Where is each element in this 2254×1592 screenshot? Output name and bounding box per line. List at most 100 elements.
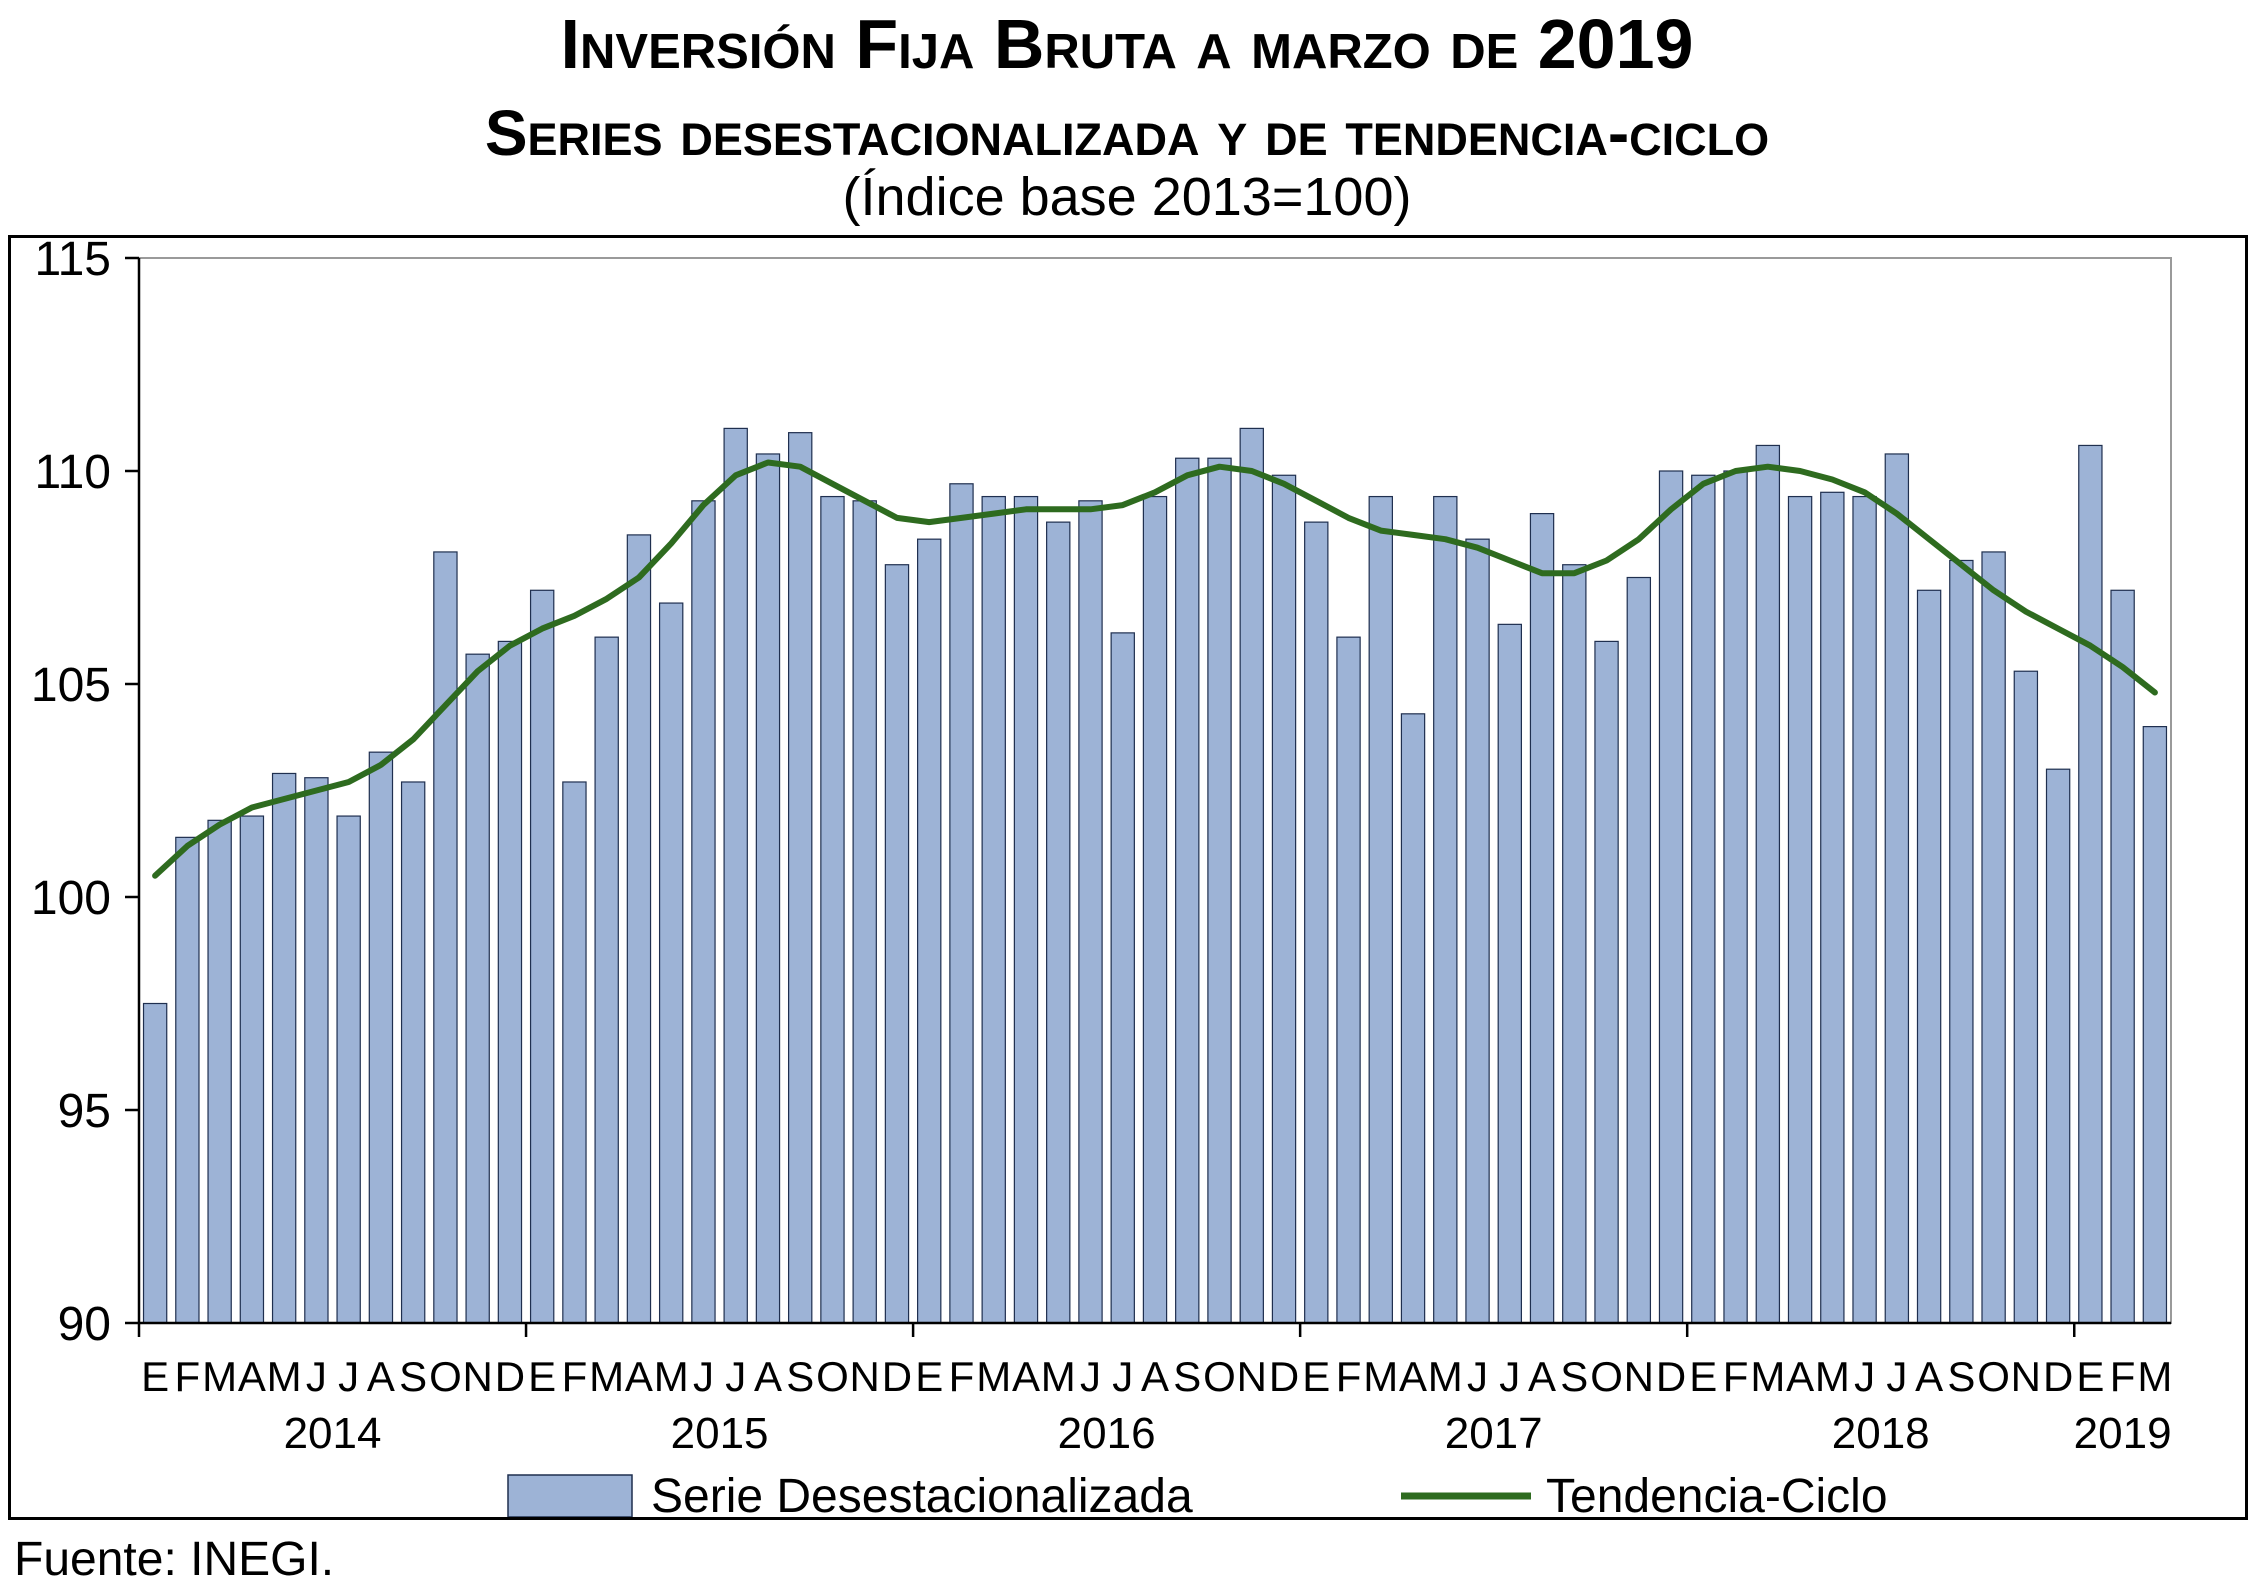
- x-month-label: A: [1141, 1353, 1169, 1400]
- x-month-label: M: [1041, 1353, 1076, 1400]
- bar: [949, 483, 974, 1324]
- x-month-label: A: [1915, 1353, 1943, 1400]
- y-tick-label: 95: [58, 1085, 111, 1138]
- x-month-label: N: [850, 1353, 880, 1400]
- x-month-label: A: [1528, 1353, 1556, 1400]
- x-month-label: O: [816, 1353, 849, 1400]
- x-month-label: D: [882, 1353, 912, 1400]
- x-month-label: E: [1302, 1353, 1330, 1400]
- x-year-label: 2015: [671, 1409, 769, 1458]
- bar: [142, 1002, 168, 1324]
- bar: [755, 453, 781, 1324]
- x-month-label: A: [1399, 1353, 1427, 1400]
- x-month-label: N: [1237, 1353, 1267, 1400]
- bar: [562, 781, 587, 1324]
- bar: [1433, 495, 1458, 1324]
- x-month-label: J: [1080, 1353, 1101, 1400]
- x-month-label: E: [1689, 1353, 1717, 1400]
- x-month-label: O: [1590, 1353, 1623, 1400]
- x-month-label: S: [1560, 1353, 1588, 1400]
- x-month-label: F: [949, 1353, 975, 1400]
- x-month-label: M: [1428, 1353, 1463, 1400]
- bar: [1723, 470, 1748, 1324]
- bar: [2045, 768, 2071, 1324]
- x-month-label: S: [1173, 1353, 1201, 1400]
- bar: [497, 640, 523, 1324]
- x-month-label: A: [367, 1353, 395, 1400]
- bar: [400, 781, 426, 1324]
- bar: [1755, 444, 1781, 1324]
- bar: [1142, 495, 1168, 1324]
- x-month-label: J: [725, 1353, 746, 1400]
- x-month-label: J: [1112, 1353, 1133, 1400]
- bar: [465, 653, 490, 1324]
- x-month-label: J: [338, 1353, 359, 1400]
- x-month-label: D: [1656, 1353, 1686, 1400]
- x-month-label: J: [1854, 1353, 1875, 1400]
- bar: [1529, 513, 1555, 1324]
- legend-bar-swatch: [507, 1474, 633, 1517]
- bar: [433, 551, 458, 1324]
- y-tick-label: 100: [31, 872, 111, 925]
- chart-frame: 90 95 100 105 110 115 E F M A M J J A S O N D E F M A M J J A S O N D…: [8, 235, 2248, 1520]
- x-month-label: A: [1012, 1353, 1040, 1400]
- x-month-label: N: [462, 1353, 492, 1400]
- bar: [723, 427, 748, 1324]
- y-tick-label: 110: [34, 446, 111, 499]
- x-year-label: 2018: [1832, 1409, 1930, 1458]
- bar: [787, 432, 813, 1324]
- bar: [1110, 632, 1135, 1324]
- x-month-label: F: [175, 1353, 201, 1400]
- bar: [1336, 636, 1361, 1324]
- bar: [1852, 495, 1877, 1324]
- bar: [1787, 495, 1813, 1324]
- x-month-label: F: [2110, 1353, 2136, 1400]
- bar: [1271, 474, 1297, 1324]
- x-month-label: J: [1499, 1353, 1520, 1400]
- bar: [1013, 495, 1039, 1324]
- x-month-label: S: [786, 1353, 814, 1400]
- x-month-label: N: [1624, 1353, 1654, 1400]
- legend-line-label: Tendencia-Ciclo: [1546, 1470, 1888, 1517]
- x-year-label: 2016: [1058, 1409, 1156, 1458]
- x-year-label: 2017: [1445, 1409, 1543, 1458]
- bar: [2110, 589, 2135, 1324]
- x-month-label: E: [528, 1353, 556, 1400]
- trend-line: [152, 459, 2158, 879]
- x-month-label: J: [1886, 1353, 1907, 1400]
- x-month-label: N: [2011, 1353, 2041, 1400]
- bar: [175, 836, 200, 1324]
- y-tick-label: 90: [58, 1298, 111, 1351]
- chart-title: Inversión Fija Bruta a marzo de 2019: [560, 5, 1694, 83]
- x-month-label: M: [267, 1353, 302, 1400]
- x-month-label: E: [141, 1353, 169, 1400]
- bar: [981, 495, 1006, 1324]
- bar: [2142, 726, 2168, 1324]
- x-month-label: M: [2137, 1353, 2172, 1400]
- x-month-label: A: [625, 1353, 653, 1400]
- bar: [917, 538, 942, 1324]
- bar: [529, 589, 555, 1324]
- x-month-label: D: [2043, 1353, 2073, 1400]
- x-month-label: M: [202, 1353, 237, 1400]
- x-month-label: M: [654, 1353, 689, 1400]
- bar: [336, 815, 361, 1324]
- bar: [1820, 491, 1845, 1324]
- x-year-label: 2014: [284, 1409, 382, 1458]
- x-month-label: M: [589, 1353, 624, 1400]
- bar: [271, 772, 297, 1324]
- bar: [1046, 521, 1071, 1324]
- x-month-label: J: [1467, 1353, 1488, 1400]
- bar: [1368, 495, 1393, 1324]
- x-month-label: E: [2076, 1353, 2104, 1400]
- x-month-label: O: [1977, 1353, 2010, 1400]
- bar: [1304, 521, 1329, 1324]
- bar: [207, 819, 232, 1324]
- bar: [1562, 564, 1587, 1324]
- bar: [1175, 457, 1200, 1324]
- bar: [1078, 500, 1103, 1324]
- bar: [1465, 538, 1490, 1324]
- chart-subtitle-index: (Índice base 2013=100): [842, 167, 1412, 227]
- bar: [304, 777, 329, 1324]
